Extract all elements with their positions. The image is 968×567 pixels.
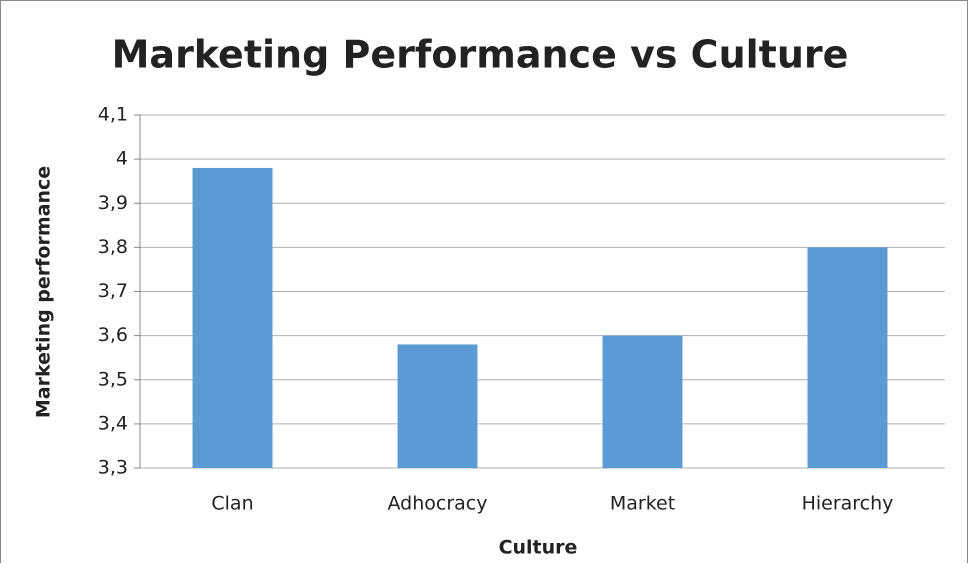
y-tick-label: 3,6 (98, 324, 128, 346)
x-tick-label: Adhocracy (388, 493, 488, 515)
y-tick-label: 3,8 (98, 236, 128, 258)
y-tick-label: 3,5 (98, 368, 128, 390)
y-tick-label: 3,3 (98, 457, 128, 479)
y-tick-label: 3,4 (98, 412, 128, 434)
bar (602, 335, 683, 468)
x-tick-label: Clan (211, 493, 253, 515)
bar (397, 344, 478, 468)
x-tick-label: Hierarchy (802, 493, 894, 515)
bar (807, 247, 888, 468)
y-tick-label: 3,7 (98, 280, 128, 302)
y-axis-label: Marketing performance (33, 166, 55, 418)
x-axis-label: Culture (499, 537, 578, 559)
bar (192, 167, 273, 468)
x-tick-label: Market (610, 493, 675, 515)
chart-title: Marketing Performance vs Culture (112, 33, 849, 77)
y-tick-label: 4,1 (98, 104, 128, 126)
y-tick-label: 3,9 (98, 192, 128, 214)
y-tick-label: 4 (116, 148, 128, 170)
